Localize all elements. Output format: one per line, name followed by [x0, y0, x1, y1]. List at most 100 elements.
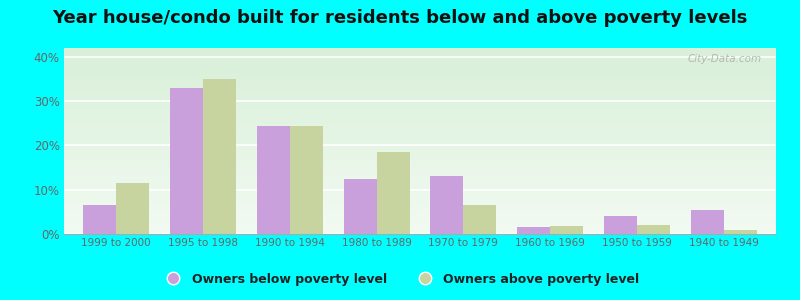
Bar	[64, 57, 776, 59]
Legend: Owners below poverty level, Owners above poverty level: Owners below poverty level, Owners above…	[156, 268, 644, 291]
Bar	[64, 191, 776, 193]
Bar	[64, 96, 776, 98]
Bar	[64, 104, 776, 106]
Bar	[64, 63, 776, 65]
Bar	[64, 167, 776, 169]
Bar	[64, 130, 776, 132]
Text: Year house/condo built for residents below and above poverty levels: Year house/condo built for residents bel…	[52, 9, 748, 27]
Bar	[64, 212, 776, 214]
Bar	[64, 232, 776, 234]
Bar	[64, 102, 776, 104]
Bar	[377, 152, 410, 234]
Bar	[64, 156, 776, 158]
Bar	[64, 54, 776, 56]
Bar	[64, 82, 776, 83]
Bar	[64, 121, 776, 122]
Bar	[64, 128, 776, 130]
Bar	[64, 98, 776, 100]
Bar	[64, 161, 776, 163]
Bar	[64, 145, 776, 147]
Bar	[64, 148, 776, 150]
Bar	[518, 227, 550, 234]
Bar	[463, 205, 497, 234]
Bar	[116, 183, 149, 234]
Bar	[64, 72, 776, 74]
Bar	[64, 80, 776, 82]
Bar	[64, 85, 776, 87]
Bar	[430, 176, 463, 234]
Bar	[64, 119, 776, 121]
Bar	[64, 132, 776, 134]
Bar	[64, 139, 776, 141]
Bar	[64, 76, 776, 78]
Bar	[64, 182, 776, 184]
Bar	[64, 107, 776, 110]
Bar	[64, 223, 776, 225]
Bar	[64, 169, 776, 171]
Bar	[64, 74, 776, 76]
Bar	[203, 79, 236, 234]
Bar	[64, 50, 776, 52]
Bar	[64, 52, 776, 54]
Bar	[64, 61, 776, 63]
Bar	[64, 122, 776, 124]
Bar	[64, 134, 776, 135]
Bar	[64, 158, 776, 160]
Bar	[64, 189, 776, 191]
Bar	[64, 215, 776, 217]
Bar	[64, 180, 776, 182]
Bar	[64, 226, 776, 228]
Bar	[64, 65, 776, 67]
Bar	[64, 172, 776, 175]
Bar	[550, 226, 583, 234]
Bar	[64, 56, 776, 57]
Bar	[64, 94, 776, 96]
Bar	[64, 175, 776, 176]
Bar	[64, 89, 776, 91]
Bar	[64, 184, 776, 186]
Bar	[290, 125, 322, 234]
Bar	[64, 124, 776, 126]
Bar	[637, 225, 670, 234]
Bar	[604, 216, 637, 234]
Bar	[64, 135, 776, 137]
Bar	[64, 117, 776, 119]
Bar	[170, 88, 203, 234]
Bar	[64, 219, 776, 221]
Bar	[64, 197, 776, 199]
Bar	[64, 87, 776, 89]
Bar	[343, 178, 377, 234]
Bar	[64, 221, 776, 223]
Bar	[64, 186, 776, 188]
Bar	[64, 210, 776, 212]
Bar	[64, 93, 776, 94]
Bar	[64, 115, 776, 117]
Bar	[64, 206, 776, 208]
Bar	[64, 48, 776, 50]
Bar	[724, 230, 757, 234]
Bar	[64, 67, 776, 68]
Bar	[64, 199, 776, 200]
Bar	[83, 205, 116, 234]
Bar	[64, 106, 776, 107]
Bar	[64, 163, 776, 165]
Bar	[64, 200, 776, 202]
Bar	[64, 195, 776, 197]
Bar	[64, 78, 776, 80]
Bar	[64, 176, 776, 178]
Bar	[64, 150, 776, 152]
Bar	[64, 126, 776, 128]
Bar	[64, 178, 776, 180]
Bar	[64, 91, 776, 93]
Bar	[64, 204, 776, 206]
Bar	[64, 214, 776, 215]
Bar	[64, 141, 776, 143]
Bar	[64, 152, 776, 154]
Bar	[64, 147, 776, 148]
Bar	[64, 154, 776, 156]
Bar	[64, 160, 776, 161]
Bar	[64, 165, 776, 167]
Bar	[64, 70, 776, 72]
Bar	[64, 171, 776, 172]
Bar	[64, 217, 776, 219]
